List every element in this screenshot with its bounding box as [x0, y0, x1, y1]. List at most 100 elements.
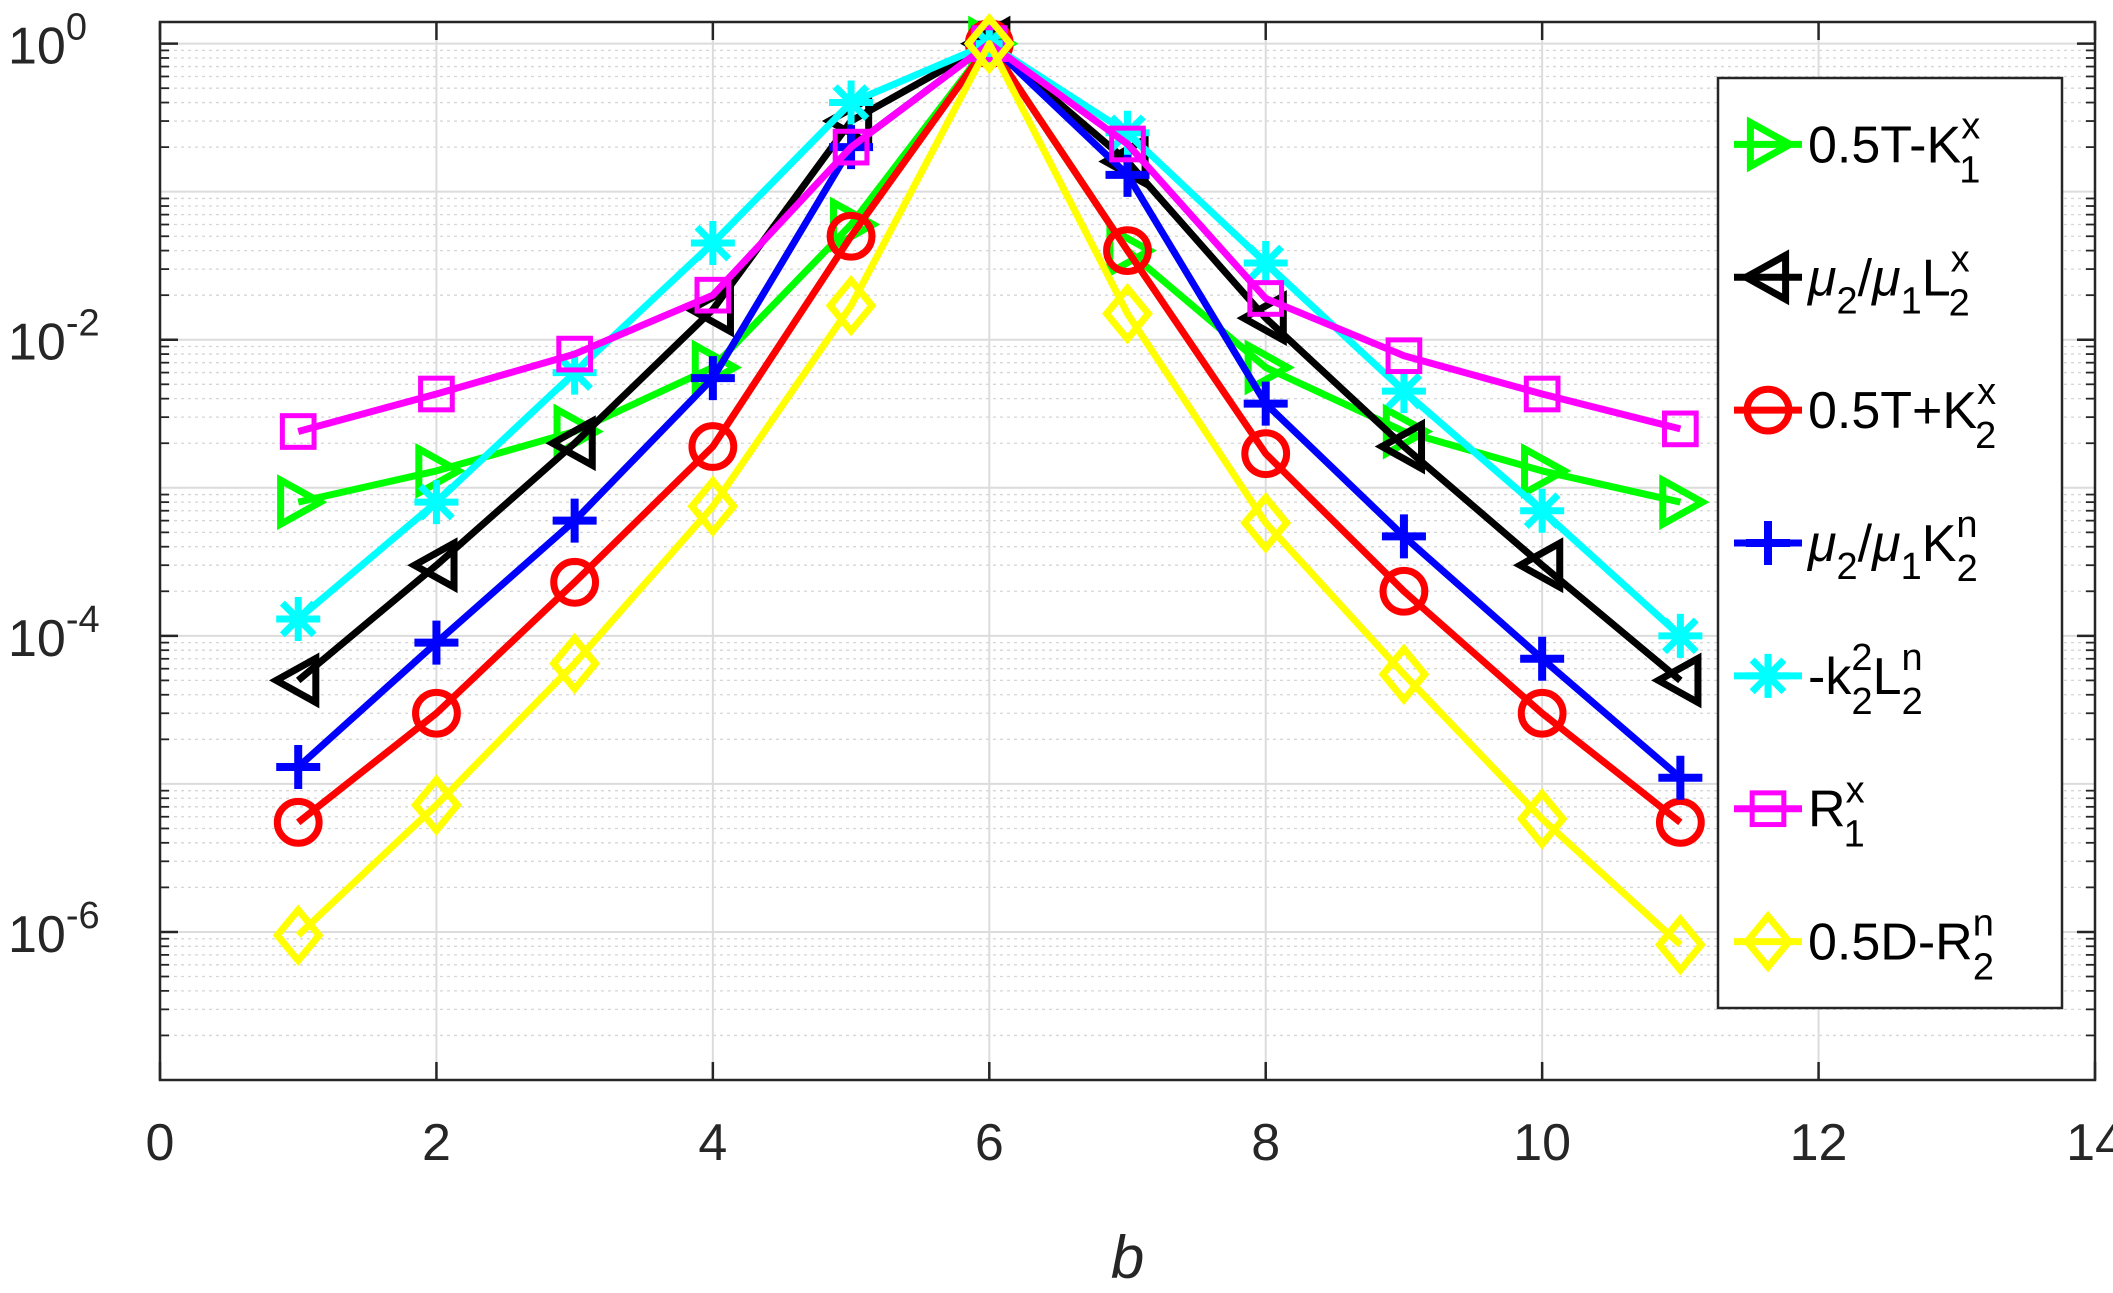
legend: 0.5T-Kx 1 μ2/μ1Lx 2 0.5T+Kx 2 μ2/μ1Kn 2 -k2 2Ln 2 R… [1716, 76, 2064, 1010]
data-point [1243, 381, 1288, 426]
data-point [1236, 290, 1287, 347]
axis-ticks: 0 2 4 6 8 10 12 14 100 10-2 10-4 10-6 [8, 7, 2113, 1172]
legend-entry: -k2 2Ln 2 [1734, 637, 1923, 723]
data-point [688, 422, 738, 471]
data-point [1520, 488, 1565, 533]
data-point [276, 596, 321, 641]
legend-marker [1743, 385, 1793, 435]
data-point [1244, 339, 1295, 396]
data-point [970, 25, 1008, 62]
data-point [1655, 797, 1705, 847]
data-point [1105, 110, 1150, 155]
data-point [1658, 755, 1703, 800]
data-point [1517, 688, 1567, 738]
data-point [690, 356, 735, 401]
data-point [1241, 429, 1291, 479]
y-tick-label: 100 [8, 7, 87, 76]
data-point [1521, 442, 1572, 499]
data-point [1651, 652, 1702, 709]
legend-label: 0.5T-Kx 1 [1808, 105, 1980, 191]
data-point [412, 688, 461, 738]
legend-entry: 0.5T+Kx 2 [1734, 371, 1996, 457]
data-point [552, 350, 597, 395]
data-point [829, 80, 874, 125]
data-point [1516, 788, 1568, 850]
legend-marker [1738, 249, 1790, 306]
legend-entry: 0.5T-Kx 1 [1734, 105, 1980, 191]
data-point [1385, 337, 1423, 375]
data-point [1523, 375, 1561, 413]
data-point [277, 474, 328, 531]
legend-label: -k2 2Ln 2 [1808, 637, 1923, 723]
data-point [269, 652, 320, 709]
data-point [825, 274, 877, 337]
data-point [1654, 913, 1706, 976]
data-point [687, 475, 739, 538]
y-tick-label: 10-2 [8, 303, 100, 372]
data-point [832, 128, 870, 166]
data-point [1662, 410, 1699, 448]
legend-label: μ2/μ1Kn 2 [1806, 504, 1978, 590]
data-point [418, 375, 455, 413]
series-line [295, 40, 1683, 948]
data-point [963, 12, 1015, 75]
legend-label: 0.5D-Rn 2 [1808, 903, 1994, 989]
data-point [1243, 240, 1288, 285]
data-point [1378, 643, 1430, 706]
legend-entry: Rx 1 [1734, 770, 1865, 856]
series-6 [272, 12, 1706, 976]
data-point [694, 276, 732, 314]
data-point [1379, 566, 1429, 616]
data-point [414, 480, 459, 525]
legend-label: μ2/μ1Lx 2 [1806, 238, 1970, 324]
legend-marker [1746, 521, 1790, 565]
x-tick-label: 10 [1513, 1114, 1571, 1172]
data-point [1520, 636, 1565, 681]
data-point [407, 537, 458, 594]
data-point [1240, 492, 1292, 554]
x-tick-label: 14 [2066, 1114, 2113, 1172]
legend-marker [1742, 910, 1794, 973]
data-point [273, 797, 323, 847]
data-point [545, 415, 596, 472]
x-tick-label: 4 [698, 1114, 727, 1172]
data-series [269, 12, 1710, 976]
data-point [552, 498, 597, 543]
y-tick-label: 10-6 [8, 895, 100, 964]
data-point [1512, 537, 1564, 594]
data-point [1109, 125, 1146, 163]
data-point [690, 221, 735, 266]
data-point [556, 335, 593, 373]
legend-entry: 0.5D-Rn 2 [1734, 903, 1994, 989]
legend-marker [1749, 790, 1787, 828]
data-point [272, 904, 324, 967]
legend-label: 0.5T+Kx 2 [1808, 371, 1996, 457]
data-point [1381, 369, 1426, 414]
data-point [549, 632, 601, 695]
x-tick-label: 0 [146, 1114, 175, 1172]
x-tick-label: 12 [1790, 1114, 1848, 1172]
data-point [414, 620, 459, 665]
data-point [1658, 613, 1703, 658]
data-point [550, 557, 600, 607]
x-tick-label: 8 [1251, 1114, 1280, 1172]
data-point [1103, 226, 1152, 276]
x-tick-label: 6 [975, 1114, 1004, 1172]
y-tick-label: 10-4 [8, 599, 100, 668]
legend-marker [1746, 653, 1790, 698]
legend-marker [1746, 116, 1798, 173]
data-point [1247, 280, 1285, 317]
data-point [1374, 418, 1426, 475]
legend-label: Rx 1 [1808, 770, 1865, 856]
x-axis-title: b [1111, 1224, 1144, 1291]
legend-entry: μ2/μ1Kn 2 [1734, 504, 1978, 590]
data-point [826, 211, 876, 261]
x-tick-label: 2 [422, 1114, 451, 1172]
data-point [279, 413, 317, 450]
data-point [276, 745, 321, 790]
data-point [1102, 282, 1153, 345]
data-point [1381, 514, 1426, 559]
data-point [410, 774, 462, 836]
legend-entry: μ2/μ1Lx 2 [1734, 238, 1970, 324]
